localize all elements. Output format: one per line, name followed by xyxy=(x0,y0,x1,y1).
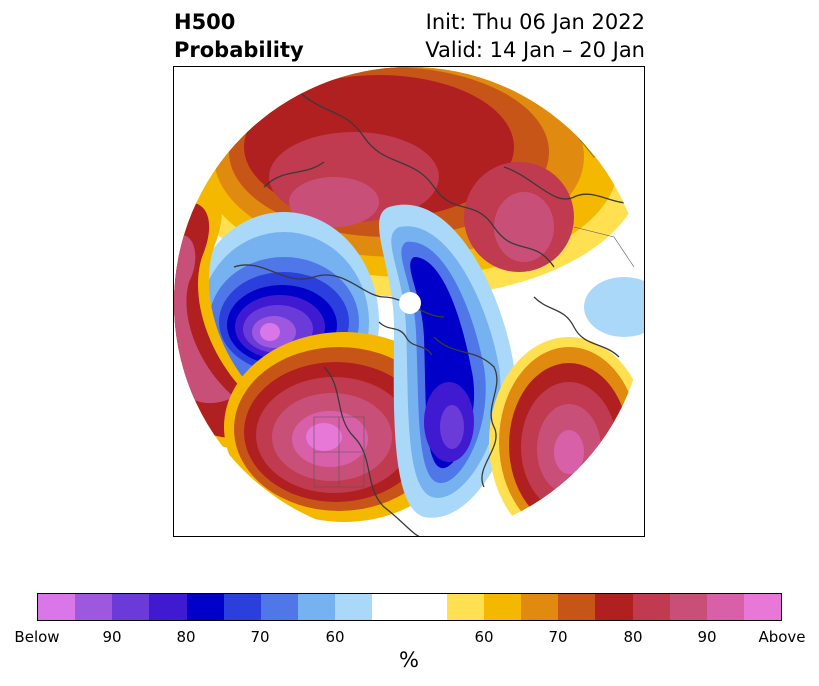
colorbar-tick-label: Above xyxy=(758,628,806,646)
colorbar-tick-label: 80 xyxy=(176,628,196,646)
below-region-arctic-canada xyxy=(379,204,516,518)
map-panel xyxy=(173,66,645,537)
colorbar-segment xyxy=(75,594,113,620)
colorbar-segment xyxy=(298,594,336,620)
title-variable: H500 xyxy=(174,10,236,34)
colorbar-segment xyxy=(372,594,410,620)
probability-field xyxy=(174,67,644,536)
title-left: H500 Probability xyxy=(174,8,304,64)
init-time: Init: Thu 06 Jan 2022 xyxy=(425,10,645,34)
colorbar-tick-label: 80 xyxy=(623,628,643,646)
colorbar-segment xyxy=(521,594,559,620)
colorbar-tick-label: 90 xyxy=(697,628,717,646)
colorbar-segment xyxy=(112,594,150,620)
colorbar-segment xyxy=(743,594,782,620)
valid-period: Valid: 14 Jan – 20 Jan xyxy=(425,38,645,62)
colorbar-tick-label: 60 xyxy=(325,628,345,646)
below-region-eastern-edge xyxy=(584,277,644,337)
colorbar-tick-label: 70 xyxy=(250,628,270,646)
probability-map xyxy=(174,67,644,536)
pole-marker xyxy=(399,292,421,314)
colorbar-tick-label: 70 xyxy=(548,628,568,646)
coastlines xyxy=(233,86,635,536)
colorbar-segment xyxy=(706,594,744,620)
colorbar-segment xyxy=(632,594,670,620)
colorbar-segment xyxy=(38,594,76,620)
colorbar-segment xyxy=(483,594,522,620)
colorbar-segment xyxy=(558,594,596,620)
colorbar-tick-label: 90 xyxy=(102,628,122,646)
colorbar-segment xyxy=(149,594,187,620)
above-region-west xyxy=(174,180,304,449)
colorbar-segment xyxy=(335,594,373,620)
colorbar-segment xyxy=(409,594,447,620)
title-right: Init: Thu 06 Jan 2022 Valid: 14 Jan – 20… xyxy=(425,8,645,64)
colorbar-unit-label: % xyxy=(399,648,419,672)
colorbar-segment xyxy=(446,594,484,620)
colorbar-segment xyxy=(595,594,633,620)
colorbar-segment xyxy=(186,594,224,620)
title-product: Probability xyxy=(174,38,304,62)
colorbar-segment xyxy=(260,594,299,620)
colorbar-tick-label: 60 xyxy=(474,628,494,646)
colorbar-segment xyxy=(223,594,261,620)
colorbar-tick-label: Below xyxy=(14,628,60,646)
colorbar xyxy=(37,593,782,621)
colorbar-segment xyxy=(669,594,707,620)
